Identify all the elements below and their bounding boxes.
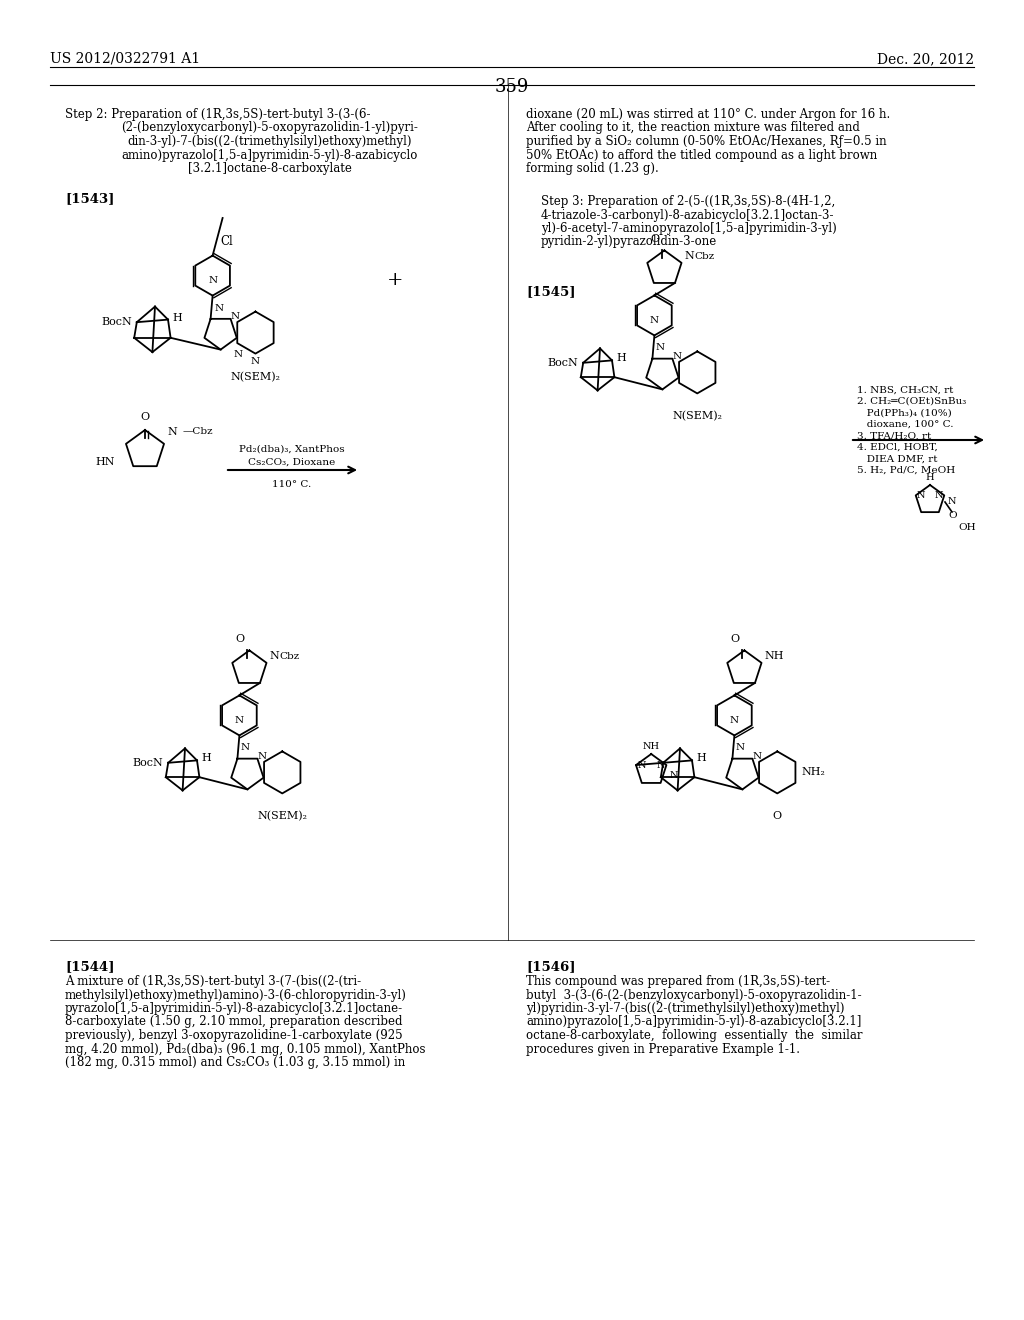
Text: HN: HN (95, 457, 115, 467)
Text: yl)pyridin-3-yl-7-(bis((2-(trimethylsilyl)ethoxy)methyl): yl)pyridin-3-yl-7-(bis((2-(trimethylsily… (526, 1002, 845, 1015)
Text: Cbz: Cbz (694, 252, 715, 261)
Text: BocN: BocN (101, 317, 132, 327)
Text: dioxane, 100° C.: dioxane, 100° C. (857, 420, 953, 429)
Text: N: N (214, 304, 223, 313)
Text: +: + (387, 271, 403, 289)
Text: N: N (916, 491, 925, 500)
Text: previously), benzyl 3-oxopyrazolidine-1-carboxylate (925: previously), benzyl 3-oxopyrazolidine-1-… (65, 1030, 402, 1041)
Text: [1543]: [1543] (65, 191, 115, 205)
Text: —Cbz: —Cbz (183, 428, 214, 437)
Text: O: O (650, 235, 659, 244)
Text: mg, 4.20 mmol), Pd₂(dba)₃ (96.1 mg, 0.105 mmol), XantPhos: mg, 4.20 mmol), Pd₂(dba)₃ (96.1 mg, 0.10… (65, 1043, 426, 1056)
Text: H: H (616, 354, 626, 363)
Text: N: N (251, 356, 260, 366)
Text: [1546]: [1546] (526, 960, 575, 973)
Text: N: N (655, 343, 665, 352)
Text: Cl: Cl (220, 235, 233, 248)
Text: NH₂: NH₂ (801, 767, 825, 777)
Text: amino)pyrazolo[1,5-a]pyrimidin-5-yl)-8-azabicyclo: amino)pyrazolo[1,5-a]pyrimidin-5-yl)-8-a… (122, 149, 418, 161)
Text: N: N (673, 352, 682, 362)
Text: O: O (948, 511, 956, 520)
Text: H: H (926, 473, 934, 482)
Text: purified by a SiO₂ column (0-50% EtOAc/Hexanes, Rƒ=0.5 in: purified by a SiO₂ column (0-50% EtOAc/H… (526, 135, 887, 148)
Text: (2-(benzyloxycarbonyl)-5-oxopyrazolidin-1-yl)pyri-: (2-(benzyloxycarbonyl)-5-oxopyrazolidin-… (122, 121, 419, 135)
Text: O: O (730, 635, 739, 644)
Text: Pd(PPh₃)₄ (10%): Pd(PPh₃)₄ (10%) (857, 408, 951, 417)
Text: After cooling to it, the reaction mixture was filtered and: After cooling to it, the reaction mixtur… (526, 121, 860, 135)
Text: 2. CH₂═C(OEt)SnBu₃: 2. CH₂═C(OEt)SnBu₃ (857, 397, 967, 407)
Text: N: N (650, 315, 659, 325)
Text: N(SEM)₂: N(SEM)₂ (230, 372, 281, 381)
Text: N: N (656, 762, 665, 771)
Text: BocN: BocN (548, 358, 579, 368)
Text: Dec. 20, 2012: Dec. 20, 2012 (877, 51, 974, 66)
Text: N: N (736, 743, 745, 752)
Text: 8-carboxylate (1.50 g, 2.10 mmol, preparation described: 8-carboxylate (1.50 g, 2.10 mmol, prepar… (65, 1015, 402, 1028)
Text: Step 3: Preparation of 2-(5-((1R,3s,5S)-8-(4H-1,2,: Step 3: Preparation of 2-(5-((1R,3s,5S)-… (541, 195, 836, 209)
Text: amino)pyrazolo[1,5-a]pyrimidin-5-yl)-8-azabicyclo[3.2.1]: amino)pyrazolo[1,5-a]pyrimidin-5-yl)-8-a… (526, 1015, 861, 1028)
Text: N: N (684, 251, 694, 261)
Text: Step 2: Preparation of (1R,3s,5S)-tert-butyl 3-(3-(6-: Step 2: Preparation of (1R,3s,5S)-tert-b… (65, 108, 371, 121)
Text: Pd₂(dba)₃, XantPhos: Pd₂(dba)₃, XantPhos (240, 445, 345, 454)
Text: Cbz: Cbz (280, 652, 300, 661)
Text: yl)-6-acetyl-7-aminopyrazolo[1,5-a]pyrimidin-3-yl): yl)-6-acetyl-7-aminopyrazolo[1,5-a]pyrim… (541, 222, 837, 235)
Text: O: O (773, 812, 781, 821)
Text: N: N (258, 752, 266, 762)
Text: forming solid (1.23 g).: forming solid (1.23 g). (526, 162, 658, 176)
Text: Cs₂CO₃, Dioxane: Cs₂CO₃, Dioxane (249, 458, 336, 467)
Text: [3.2.1]octane-8-carboxylate: [3.2.1]octane-8-carboxylate (188, 162, 352, 176)
Text: H: H (172, 313, 181, 322)
Text: O: O (140, 412, 150, 422)
Text: 1. NBS, CH₃CN, rt: 1. NBS, CH₃CN, rt (857, 385, 953, 395)
Text: N: N (167, 426, 177, 437)
Text: US 2012/0322791 A1: US 2012/0322791 A1 (50, 51, 200, 66)
Text: N: N (670, 771, 678, 780)
Text: N: N (730, 715, 739, 725)
Text: N(SEM)₂: N(SEM)₂ (257, 812, 307, 822)
Text: butyl  3-(3-(6-(2-(benzyloxycarbonyl)-5-oxopyrazolidin-1-: butyl 3-(3-(6-(2-(benzyloxycarbonyl)-5-o… (526, 989, 861, 1002)
Text: pyrazolo[1,5-a]pyrimidin-5-yl)-8-azabicyclo[3.2.1]octane-: pyrazolo[1,5-a]pyrimidin-5-yl)-8-azabicy… (65, 1002, 403, 1015)
Text: N: N (230, 313, 240, 321)
Text: OH: OH (958, 524, 976, 532)
Text: [1545]: [1545] (526, 285, 575, 298)
Text: din-3-yl)-7-(bis((2-(trimethylsilyl)ethoxy)methyl): din-3-yl)-7-(bis((2-(trimethylsilyl)etho… (128, 135, 413, 148)
Text: procedures given in Preparative Example 1-1.: procedures given in Preparative Example … (526, 1043, 800, 1056)
Text: NH: NH (764, 651, 784, 661)
Text: N: N (208, 276, 217, 285)
Text: H: H (696, 754, 706, 763)
Text: NH: NH (643, 742, 659, 751)
Text: N: N (241, 743, 250, 752)
Text: dioxane (20 mL) was stirred at 110° C. under Argon for 16 h.: dioxane (20 mL) was stirred at 110° C. u… (526, 108, 890, 121)
Text: N: N (935, 491, 943, 500)
Text: H: H (201, 754, 211, 763)
Text: 4-triazole-3-carbonyl)-8-azabicyclo[3.2.1]octan-3-: 4-triazole-3-carbonyl)-8-azabicyclo[3.2.… (541, 209, 835, 222)
Text: N: N (948, 498, 956, 507)
Text: (182 mg, 0.315 mmol) and Cs₂CO₃ (1.03 g, 3.15 mmol) in: (182 mg, 0.315 mmol) and Cs₂CO₃ (1.03 g,… (65, 1056, 406, 1069)
Text: N: N (269, 651, 280, 661)
Text: 5. H₂, Pd/C, MeOH: 5. H₂, Pd/C, MeOH (857, 466, 955, 475)
Text: [1544]: [1544] (65, 960, 115, 973)
Text: A mixture of (1R,3s,5S)-tert-butyl 3-(7-(bis((2-(tri-: A mixture of (1R,3s,5S)-tert-butyl 3-(7-… (65, 975, 361, 987)
Text: This compound was prepared from (1R,3s,5S)-tert-: This compound was prepared from (1R,3s,5… (526, 975, 830, 987)
Text: 359: 359 (495, 78, 529, 96)
Text: N: N (753, 752, 762, 762)
Text: N: N (638, 762, 646, 771)
Text: N: N (233, 350, 243, 359)
Text: 110° C.: 110° C. (272, 480, 311, 488)
Text: pyridin-2-yl)pyrazolidin-3-one: pyridin-2-yl)pyrazolidin-3-one (541, 235, 717, 248)
Text: N(SEM)₂: N(SEM)₂ (672, 412, 722, 421)
Text: O: O (236, 635, 245, 644)
Text: methylsilyl)ethoxy)methyl)amino)-3-(6-chloropyridin-3-yl): methylsilyl)ethoxy)methyl)amino)-3-(6-ch… (65, 989, 407, 1002)
Text: N: N (234, 715, 244, 725)
Text: octane-8-carboxylate,  following  essentially  the  similar: octane-8-carboxylate, following essentia… (526, 1030, 862, 1041)
Text: 4. EDCl, HOBT,: 4. EDCl, HOBT, (857, 444, 938, 451)
Text: BocN: BocN (132, 758, 163, 768)
Text: DIEA DMF, rt: DIEA DMF, rt (857, 454, 938, 463)
Text: 50% EtOAc) to afford the titled compound as a light brown: 50% EtOAc) to afford the titled compound… (526, 149, 878, 161)
Text: 3. TFA/H₂O, rt: 3. TFA/H₂O, rt (857, 432, 931, 441)
